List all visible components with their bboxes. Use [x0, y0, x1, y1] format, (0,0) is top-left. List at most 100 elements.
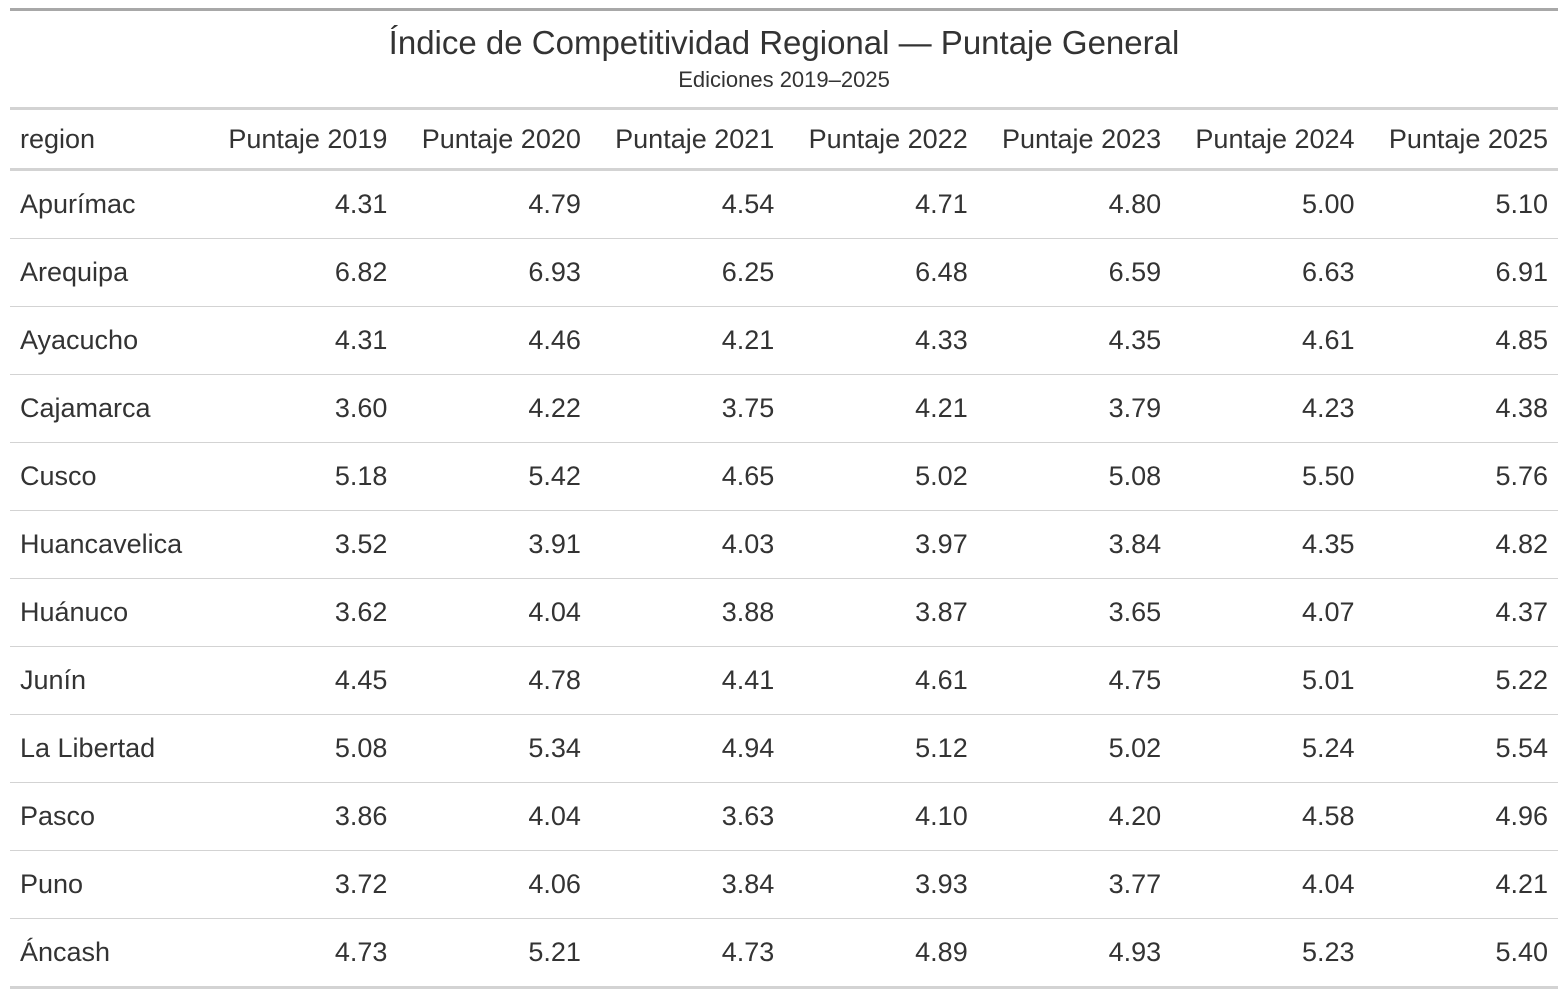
table-body: Apurímac 4.31 4.79 4.54 4.71 4.80 5.00 5.10 Areq…: [10, 169, 1558, 989]
score-cell: 5.22: [1364, 646, 1558, 715]
score-cell: 4.85: [1364, 306, 1558, 375]
score-cell: 6.48: [784, 238, 978, 307]
table-row: Cajamarca 3.60 4.22 3.75 4.21 3.79 4.23 4.38: [10, 374, 1558, 443]
data-table: region Puntaje 2019 Puntaje 2020 Puntaje 20…: [10, 110, 1558, 989]
score-cell: 4.10: [784, 782, 978, 851]
table-row: Junín 4.45 4.78 4.41 4.61 4.75 5.01 5.22: [10, 646, 1558, 715]
region-cell: Pasco: [10, 782, 205, 851]
score-cell: 5.12: [784, 714, 978, 783]
region-cell: Huancavelica: [10, 510, 205, 579]
table-row: Puno 3.72 4.06 3.84 3.93 3.77 4.04 4.21: [10, 850, 1558, 919]
score-cell: 4.22: [397, 374, 591, 443]
score-cell: 4.46: [397, 306, 591, 375]
score-cell: 3.65: [977, 578, 1172, 647]
table-row: Cusco 5.18 5.42 4.65 5.02 5.08 5.50 5.76: [10, 442, 1558, 511]
table-row: Pasco 3.86 4.04 3.63 4.10 4.20 4.58 4.96: [10, 782, 1558, 851]
score-cell: 5.24: [1171, 714, 1365, 783]
score-cell: 3.88: [590, 578, 785, 647]
table-subtitle: Ediciones 2019–2025: [678, 67, 890, 92]
score-cell: 6.59: [977, 238, 1172, 307]
score-cell: 3.62: [204, 578, 398, 647]
table-row: Huánuco 3.62 4.04 3.88 3.87 3.65 4.07 4.37: [10, 578, 1558, 647]
region-cell: Arequipa: [10, 238, 205, 307]
score-cell: 4.04: [397, 782, 591, 851]
score-cell: 4.93: [977, 918, 1172, 989]
score-cell: 6.63: [1171, 238, 1365, 307]
score-cell: 4.61: [784, 646, 978, 715]
score-cell: 3.60: [204, 374, 398, 443]
region-cell: Áncash: [10, 918, 205, 989]
score-cell: 5.23: [1171, 918, 1365, 989]
score-cell: 5.02: [977, 714, 1172, 783]
column-header-puntaje-2023: Puntaje 2023: [977, 110, 1172, 171]
score-cell: 4.03: [590, 510, 785, 579]
region-cell: Ayacucho: [10, 306, 205, 375]
score-cell: 4.96: [1364, 782, 1558, 851]
column-header-puntaje-2025: Puntaje 2025: [1364, 110, 1558, 171]
score-cell: 6.91: [1364, 238, 1558, 307]
region-cell: Cusco: [10, 442, 205, 511]
score-cell: 5.10: [1364, 169, 1558, 239]
top-rule: [10, 8, 1558, 11]
score-cell: 4.80: [977, 169, 1172, 239]
score-cell: 4.21: [590, 306, 785, 375]
score-cell: 3.87: [784, 578, 978, 647]
column-header-puntaje-2019: Puntaje 2019: [204, 110, 398, 171]
score-cell: 3.63: [590, 782, 785, 851]
score-cell: 6.93: [397, 238, 591, 307]
score-cell: 3.91: [397, 510, 591, 579]
score-cell: 6.25: [590, 238, 785, 307]
score-cell: 4.75: [977, 646, 1172, 715]
score-cell: 5.02: [784, 442, 978, 511]
score-cell: 4.45: [204, 646, 398, 715]
score-cell: 3.86: [204, 782, 398, 851]
score-cell: 5.18: [204, 442, 398, 511]
table-row: Apurímac 4.31 4.79 4.54 4.71 4.80 5.00 5.10: [10, 169, 1558, 239]
score-cell: 5.42: [397, 442, 591, 511]
score-cell: 4.33: [784, 306, 978, 375]
score-cell: 4.73: [590, 918, 785, 989]
table-title: Índice de Competitividad Regional — Punt…: [388, 24, 1180, 61]
score-cell: 4.20: [977, 782, 1172, 851]
score-cell: 4.79: [397, 169, 591, 239]
score-cell: 4.65: [590, 442, 785, 511]
score-cell: 3.84: [977, 510, 1172, 579]
score-cell: 6.82: [204, 238, 398, 307]
region-cell: Huánuco: [10, 578, 205, 647]
table-row: Áncash 4.73 5.21 4.73 4.89 4.93 5.23 5.40: [10, 918, 1558, 989]
score-cell: 4.06: [397, 850, 591, 919]
column-header-region: region: [10, 110, 205, 171]
score-cell: 4.35: [977, 306, 1172, 375]
score-cell: 4.89: [784, 918, 978, 989]
score-cell: 3.97: [784, 510, 978, 579]
table-row: Huancavelica 3.52 3.91 4.03 3.97 3.84 4.35 4.82: [10, 510, 1558, 579]
score-cell: 4.61: [1171, 306, 1365, 375]
score-cell: 4.94: [590, 714, 785, 783]
score-cell: 5.54: [1364, 714, 1558, 783]
table-row: Ayacucho 4.31 4.46 4.21 4.33 4.35 4.61 4.85: [10, 306, 1558, 375]
score-cell: 4.23: [1171, 374, 1365, 443]
score-cell: 4.78: [397, 646, 591, 715]
score-cell: 3.75: [590, 374, 785, 443]
score-cell: 4.21: [784, 374, 978, 443]
score-cell: 4.71: [784, 169, 978, 239]
data-table-container: Índice de Competitividad Regional — Punt…: [10, 8, 1558, 989]
header-row: region Puntaje 2019 Puntaje 2020 Puntaje 20…: [10, 110, 1558, 171]
score-cell: 4.35: [1171, 510, 1365, 579]
score-cell: 5.08: [977, 442, 1172, 511]
column-header-puntaje-2024: Puntaje 2024: [1171, 110, 1365, 171]
region-cell: La Libertad: [10, 714, 205, 783]
region-cell: Puno: [10, 850, 205, 919]
score-cell: 5.40: [1364, 918, 1558, 989]
score-cell: 3.52: [204, 510, 398, 579]
score-cell: 3.84: [590, 850, 785, 919]
score-cell: 3.72: [204, 850, 398, 919]
score-cell: 5.50: [1171, 442, 1365, 511]
score-cell: 3.77: [977, 850, 1172, 919]
region-cell: Cajamarca: [10, 374, 205, 443]
table-row: La Libertad 5.08 5.34 4.94 5.12 5.02 5.24 5.54: [10, 714, 1558, 783]
score-cell: 4.73: [204, 918, 398, 989]
score-cell: 4.82: [1364, 510, 1558, 579]
score-cell: 5.08: [204, 714, 398, 783]
table-row: Arequipa 6.82 6.93 6.25 6.48 6.59 6.63 6.91: [10, 238, 1558, 307]
